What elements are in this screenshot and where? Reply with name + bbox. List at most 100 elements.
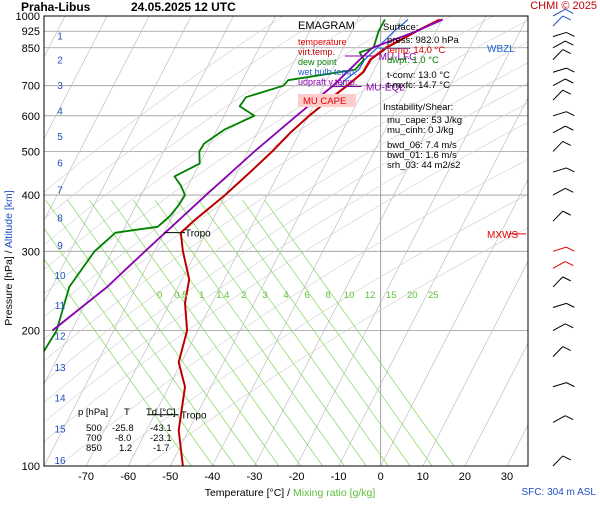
wind-barb-feather [565,41,573,45]
mixing-ratio-label: 25 [428,290,439,301]
mixing-ratio-line [243,200,432,466]
mixing-ratio-label: 3 [262,290,267,301]
y-tick-label: 700 [22,81,40,93]
wind-barb-feather [566,303,574,307]
y-axis-title: Pressure [hPa] / Altitude [km] [3,190,15,325]
tropo-lower-label: Tropo [185,229,211,240]
x-axis-title: Temperature [°C] / Mixing ratio [g/kg] [205,487,376,499]
table-header-t: T [124,407,130,418]
isotherm [86,16,317,466]
table-header-td: Td [°C] [146,407,176,418]
isotherm [507,16,600,466]
wind-barb-feather [563,456,571,460]
altitude-axis-label: Altitude [km] [3,190,15,248]
x-tick-label: -60 [120,471,136,483]
wind-barb-feather [565,188,573,192]
wind-barb-feather [563,141,571,145]
wind-barb [553,211,563,221]
x-tick-label: 30 [501,471,513,483]
altitude-tick-label: 8 [57,213,63,224]
wind-barb [553,41,565,48]
tropo-upper-label: Tropo [181,411,207,422]
mu-cinh: mu_cinh: 0 J/kg [387,125,454,136]
mixing-ratio-label: 2 [241,290,246,301]
altitude-tick-label: 5 [57,132,63,143]
x-tick-label: 20 [459,471,471,483]
mixing-ratio-label: 6 [304,290,309,301]
table-cell: 850 [86,443,102,454]
wind-barb-feather [565,416,573,420]
wind-barb-feather [563,50,571,54]
y-axis-label: Pressure [hPa] [3,256,15,326]
wind-barb-feather [565,79,573,83]
wind-barb [553,277,563,287]
mixing-ratio-label: 1 [199,290,204,301]
legend-updraft: udpraft v.temp. [298,77,357,87]
wind-barb-feather [563,277,571,281]
wind-barb-feather [565,324,573,328]
y-tick-label: 300 [22,246,40,258]
legend-temperature: temperature [298,37,347,47]
info-panel: Surface: press: 982.0 hPa temp: 14.0 °C … [383,22,462,171]
mixing-ratio-label: 10 [344,290,355,301]
station-name: Praha-Libus [21,0,90,14]
wind-barb [553,247,566,251]
y-tick-label: 600 [22,111,40,123]
table-header-p: p [hPa] [78,407,108,418]
altitude-tick-label: 6 [57,158,63,169]
altitude-tick-label: 2 [57,56,63,67]
altitude-tick-label: 7 [57,185,63,196]
legend: EMAGRAM temperature virt.temp. dew point… [297,20,357,107]
wind-barb [553,168,566,172]
wind-barb-feather [566,383,574,387]
altitude-tick-label: 4 [57,106,63,117]
wind-barb [553,383,566,387]
surface-elevation: SFC: 304 m ASL [522,487,596,498]
mixing-ratio-label: 8 [325,290,330,301]
table-cell: 1.2 [119,443,132,454]
wind-barb [553,303,566,307]
level-table: p [hPa] T Td [°C] 500 -25.8 -43.1 700 -8… [78,407,176,454]
t-mxfc: t-mxfc: 14.7 °C [387,80,450,91]
altitude-tick-label: 11 [55,301,66,312]
mxws-label: MXWS [487,230,518,241]
y-tick-label: 200 [22,326,40,338]
mixing-ratio-label: 1.4 [216,290,229,301]
wind-barb-feather [563,211,571,215]
wind-barb-feather [563,90,571,94]
wind-barb [553,416,565,423]
wind-barb-feather [566,112,574,116]
mixing-ratio-label: 15 [386,290,397,301]
mixing-ratio-label: 0 [157,290,162,301]
mixing-ratio-axis-label: Mixing ratio [g/kg] [293,487,375,499]
wind-barb [553,126,565,133]
x-tick-label: -40 [204,471,220,483]
sounding-datetime: 24.05.2025 12 UTC [131,0,236,14]
wind-barb-feather [566,32,574,36]
mixing-ratio-label: 20 [407,290,418,301]
mu-cape-badge-label: MU CAPE [303,96,346,107]
altitude-tick-label: 15 [54,425,66,436]
x-tick-label: -10 [331,471,347,483]
wind-barb-feather [563,347,571,351]
mixing-ratio-line [177,200,366,466]
mixing-ratio-label: 4 [283,290,288,301]
wind-barb-feather [565,126,573,130]
wind-barb-feather [566,247,574,251]
altitude-tick-label: 13 [54,363,66,374]
legend-virt-temp: virt.temp. [298,47,335,57]
wind-barb [553,32,566,36]
altitude-tick-label: 14 [54,393,66,404]
x-tick-label: -50 [162,471,178,483]
mixing-ratio-line [46,200,235,466]
srh-03: srh_03: 44 m2/s2 [387,160,460,171]
isotherm [465,16,600,466]
wind-barb [553,90,563,100]
wind-barb [553,347,563,357]
wind-barb-feather [566,168,574,172]
wind-barb [553,324,565,331]
wind-barb-feather [566,68,574,72]
legend-dew-point: dew point [298,57,337,67]
svg-text:Pressure [hPa] / Altitude [km]: Pressure [hPa] / Altitude [km] [3,190,15,325]
